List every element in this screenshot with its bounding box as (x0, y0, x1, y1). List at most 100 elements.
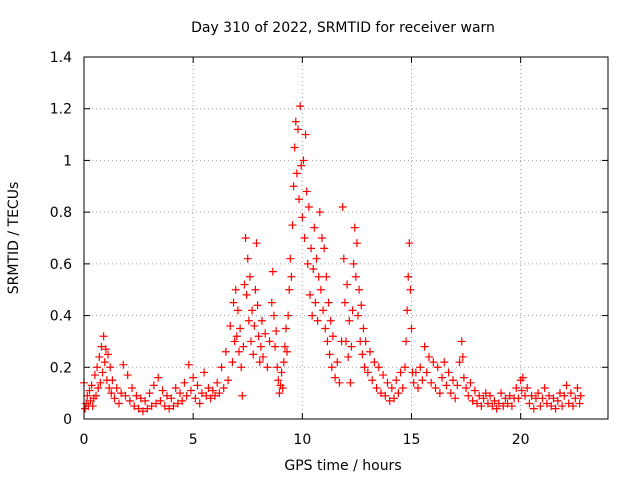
data-point (394, 389, 403, 398)
data-point (247, 337, 256, 346)
data-point (288, 221, 297, 230)
data-point (316, 285, 325, 294)
data-point (297, 161, 306, 170)
data-point (494, 399, 503, 408)
data-point (327, 363, 336, 372)
data-point (267, 298, 276, 307)
data-point (176, 389, 185, 398)
data-point (322, 272, 331, 281)
data-point (392, 376, 401, 385)
data-point (490, 396, 499, 405)
data-point (414, 383, 423, 392)
data-point (257, 316, 266, 325)
data-point (479, 394, 488, 403)
data-point (357, 301, 366, 310)
data-point (387, 383, 396, 392)
y-tick-label: 1 (63, 153, 72, 169)
x-axis-label: GPS time / hours (284, 458, 401, 474)
data-point (88, 402, 97, 411)
data-point (324, 298, 333, 307)
data-point (569, 402, 578, 411)
data-point (241, 234, 250, 242)
data-point (553, 396, 562, 405)
data-point (333, 358, 342, 367)
data-point (499, 402, 508, 411)
data-point (402, 337, 411, 346)
data-point (385, 396, 394, 405)
data-point (128, 383, 137, 392)
data-point (300, 234, 309, 242)
data-point (403, 306, 412, 315)
data-point (328, 332, 337, 341)
data-point (517, 386, 526, 395)
data-point (162, 391, 171, 400)
data-point (208, 386, 217, 395)
data-point (254, 332, 263, 341)
data-point (160, 402, 169, 411)
data-point (278, 383, 287, 392)
data-point (197, 389, 206, 398)
data-points (80, 102, 585, 416)
data-point (458, 352, 467, 361)
data-point (87, 381, 96, 390)
data-point (90, 371, 99, 380)
data-point (100, 358, 109, 367)
data-point (320, 244, 329, 253)
data-point (251, 285, 260, 294)
data-point (427, 378, 436, 387)
data-point (117, 389, 126, 398)
data-point (125, 396, 134, 405)
data-point (92, 391, 101, 400)
data-point (200, 368, 209, 377)
data-point (195, 399, 204, 408)
data-point (354, 311, 363, 320)
data-point (551, 404, 560, 413)
data-point (121, 391, 130, 400)
data-point (94, 383, 103, 392)
data-point (523, 383, 532, 392)
data-point (284, 311, 293, 320)
data-point (156, 396, 165, 405)
data-point (245, 272, 254, 281)
data-point (325, 350, 334, 359)
data-point (141, 396, 150, 405)
data-point (422, 368, 431, 377)
data-point (178, 396, 187, 405)
data-point (169, 402, 178, 411)
data-point (239, 342, 248, 351)
data-point (505, 391, 514, 400)
x-tick-label: 10 (293, 432, 311, 448)
data-point (296, 102, 305, 111)
data-point (123, 371, 132, 380)
data-point (575, 399, 584, 408)
data-point (182, 391, 191, 400)
data-point (114, 399, 123, 408)
y-tick-label: 1.2 (50, 102, 72, 118)
data-point (486, 391, 495, 400)
data-point (193, 381, 202, 390)
data-point (119, 360, 128, 369)
data-point (339, 254, 348, 263)
data-point (226, 321, 235, 330)
data-point (466, 378, 475, 387)
data-point (256, 342, 265, 351)
plot-frame (83, 56, 609, 420)
data-point (272, 327, 281, 336)
data-point (346, 378, 355, 387)
data-point (243, 254, 252, 263)
data-point (224, 376, 233, 385)
data-point (573, 383, 582, 392)
data-point (310, 223, 319, 232)
data-point (101, 345, 110, 354)
data-point (313, 316, 322, 325)
data-point (400, 363, 409, 372)
data-point (95, 352, 104, 361)
data-point (525, 399, 534, 408)
data-point (275, 389, 284, 398)
data-point (173, 399, 182, 408)
data-point (138, 407, 147, 416)
x-tick-label: 15 (403, 432, 421, 448)
data-point (411, 368, 420, 377)
data-point (145, 389, 154, 398)
